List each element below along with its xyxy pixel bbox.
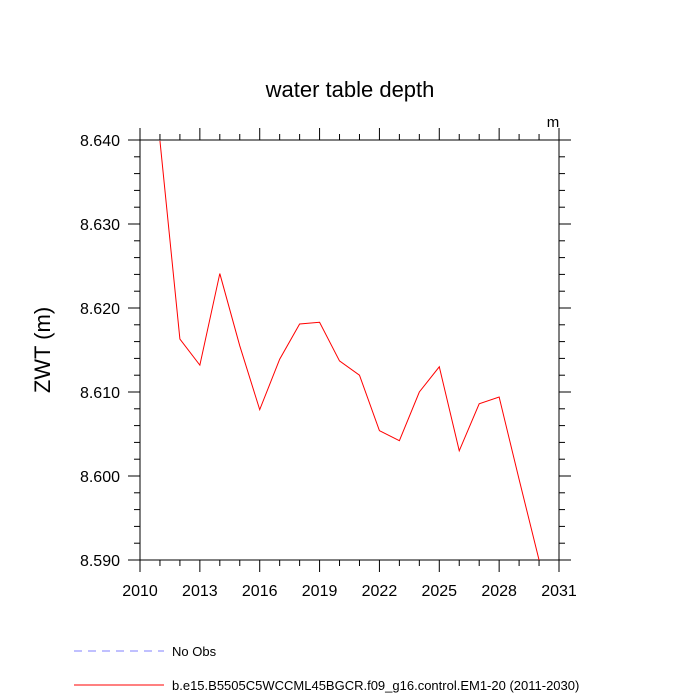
axes: 2010 2013 2016 2019 2022 2025 2028 2031 8.590 8.6…	[80, 128, 577, 600]
legend: No Obs b.e15.B5505C5WCCML45BGCR.f09_g16.…	[74, 644, 579, 693]
x-tick-label: 2028	[481, 583, 517, 600]
x-tick-label: 2013	[182, 583, 218, 600]
y-axis-label: ZWT (m)	[30, 307, 55, 393]
x-tick-label: 2016	[242, 583, 278, 600]
chart-title: water table depth	[265, 77, 435, 102]
x-tick-label: 2031	[541, 583, 577, 600]
y-tick-label: 8.640	[80, 133, 120, 150]
y-tick-label: 8.610	[80, 385, 120, 402]
x-tick-label: 2022	[362, 583, 398, 600]
series-layer	[159, 140, 540, 561]
y-tick-label: 8.590	[80, 553, 120, 570]
plot-frame	[139, 139, 560, 561]
x-tick-label: 2019	[302, 583, 338, 600]
units-label: m	[547, 114, 560, 131]
x-tick-label: 2010	[122, 583, 158, 600]
y-tick-label: 8.630	[80, 217, 120, 234]
legend-label-no-obs: No Obs	[172, 644, 217, 659]
series-line-0	[159, 140, 540, 561]
y-tick-label: 8.620	[80, 301, 120, 318]
x-tick-label: 2025	[421, 583, 457, 600]
y-tick-label: 8.600	[80, 469, 120, 486]
legend-label-model: b.e15.B5505C5WCCML45BGCR.f09_g16.control…	[172, 678, 579, 693]
